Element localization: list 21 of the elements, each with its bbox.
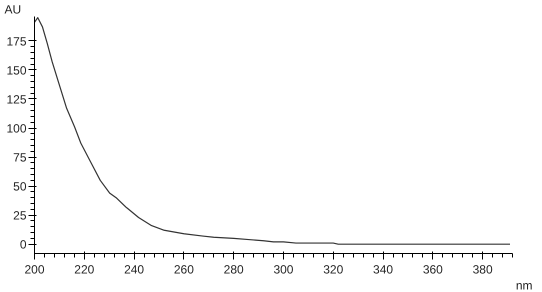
y-tick-label: 75 — [13, 150, 27, 165]
y-tick-label: 100 — [6, 122, 27, 136]
x-tick-label: 220 — [74, 262, 95, 276]
y-tick-label: 175 — [6, 34, 27, 48]
y-tick-label: 50 — [13, 180, 27, 194]
x-tick-label: 320 — [323, 262, 344, 276]
x-tick-label: 260 — [174, 262, 194, 276]
y-tick-label: 150 — [6, 63, 27, 78]
x-tick-label: 360 — [422, 262, 444, 276]
x-tick-label: 200 — [24, 262, 45, 276]
x-tick-label: 340 — [373, 262, 394, 276]
y-axis-title: AU — [4, 2, 22, 16]
line-series — [34, 17, 511, 245]
x-tick-label: 240 — [124, 262, 144, 276]
y-tick-label: 25 — [13, 208, 27, 223]
x-tick-label: 380 — [472, 262, 493, 276]
y-tick-label: 0 — [20, 238, 27, 252]
y-tick-label: 125 — [6, 92, 27, 106]
x-tick-label: 280 — [224, 262, 244, 276]
x-axis-title: nm — [516, 278, 533, 292]
x-tick-label: 300 — [273, 262, 294, 276]
